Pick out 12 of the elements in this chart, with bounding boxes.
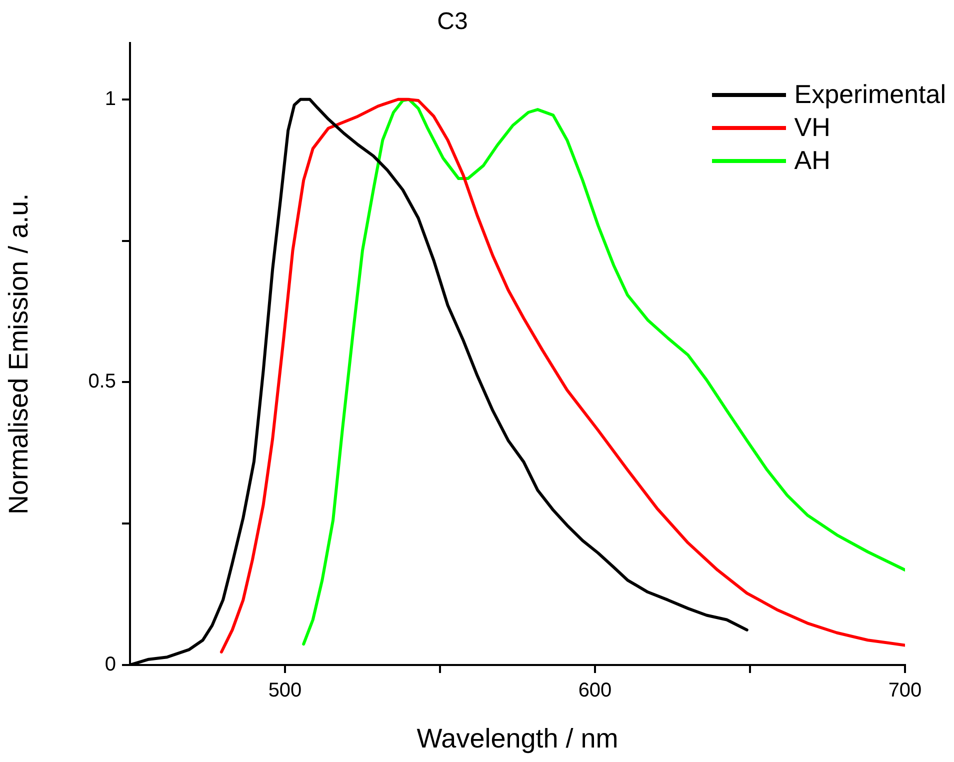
y-tick-label: 0.5 xyxy=(88,370,116,393)
legend-label: AH xyxy=(794,145,830,176)
legend-label: Experimental xyxy=(794,79,946,110)
chart-title: C3 xyxy=(437,8,468,36)
x-tick-label: 500 xyxy=(268,680,302,702)
x-tick-label: 600 xyxy=(578,680,612,702)
x-tick-label: 700 xyxy=(888,680,922,702)
y-tick-label: 0 xyxy=(104,654,116,676)
legend-label: VH xyxy=(794,112,830,143)
y-axis-title: Normalised Emission / a.u. xyxy=(4,193,34,514)
y-tick-label: 1 xyxy=(104,88,116,110)
x-axis-title: Wavelength / nm xyxy=(416,723,618,754)
